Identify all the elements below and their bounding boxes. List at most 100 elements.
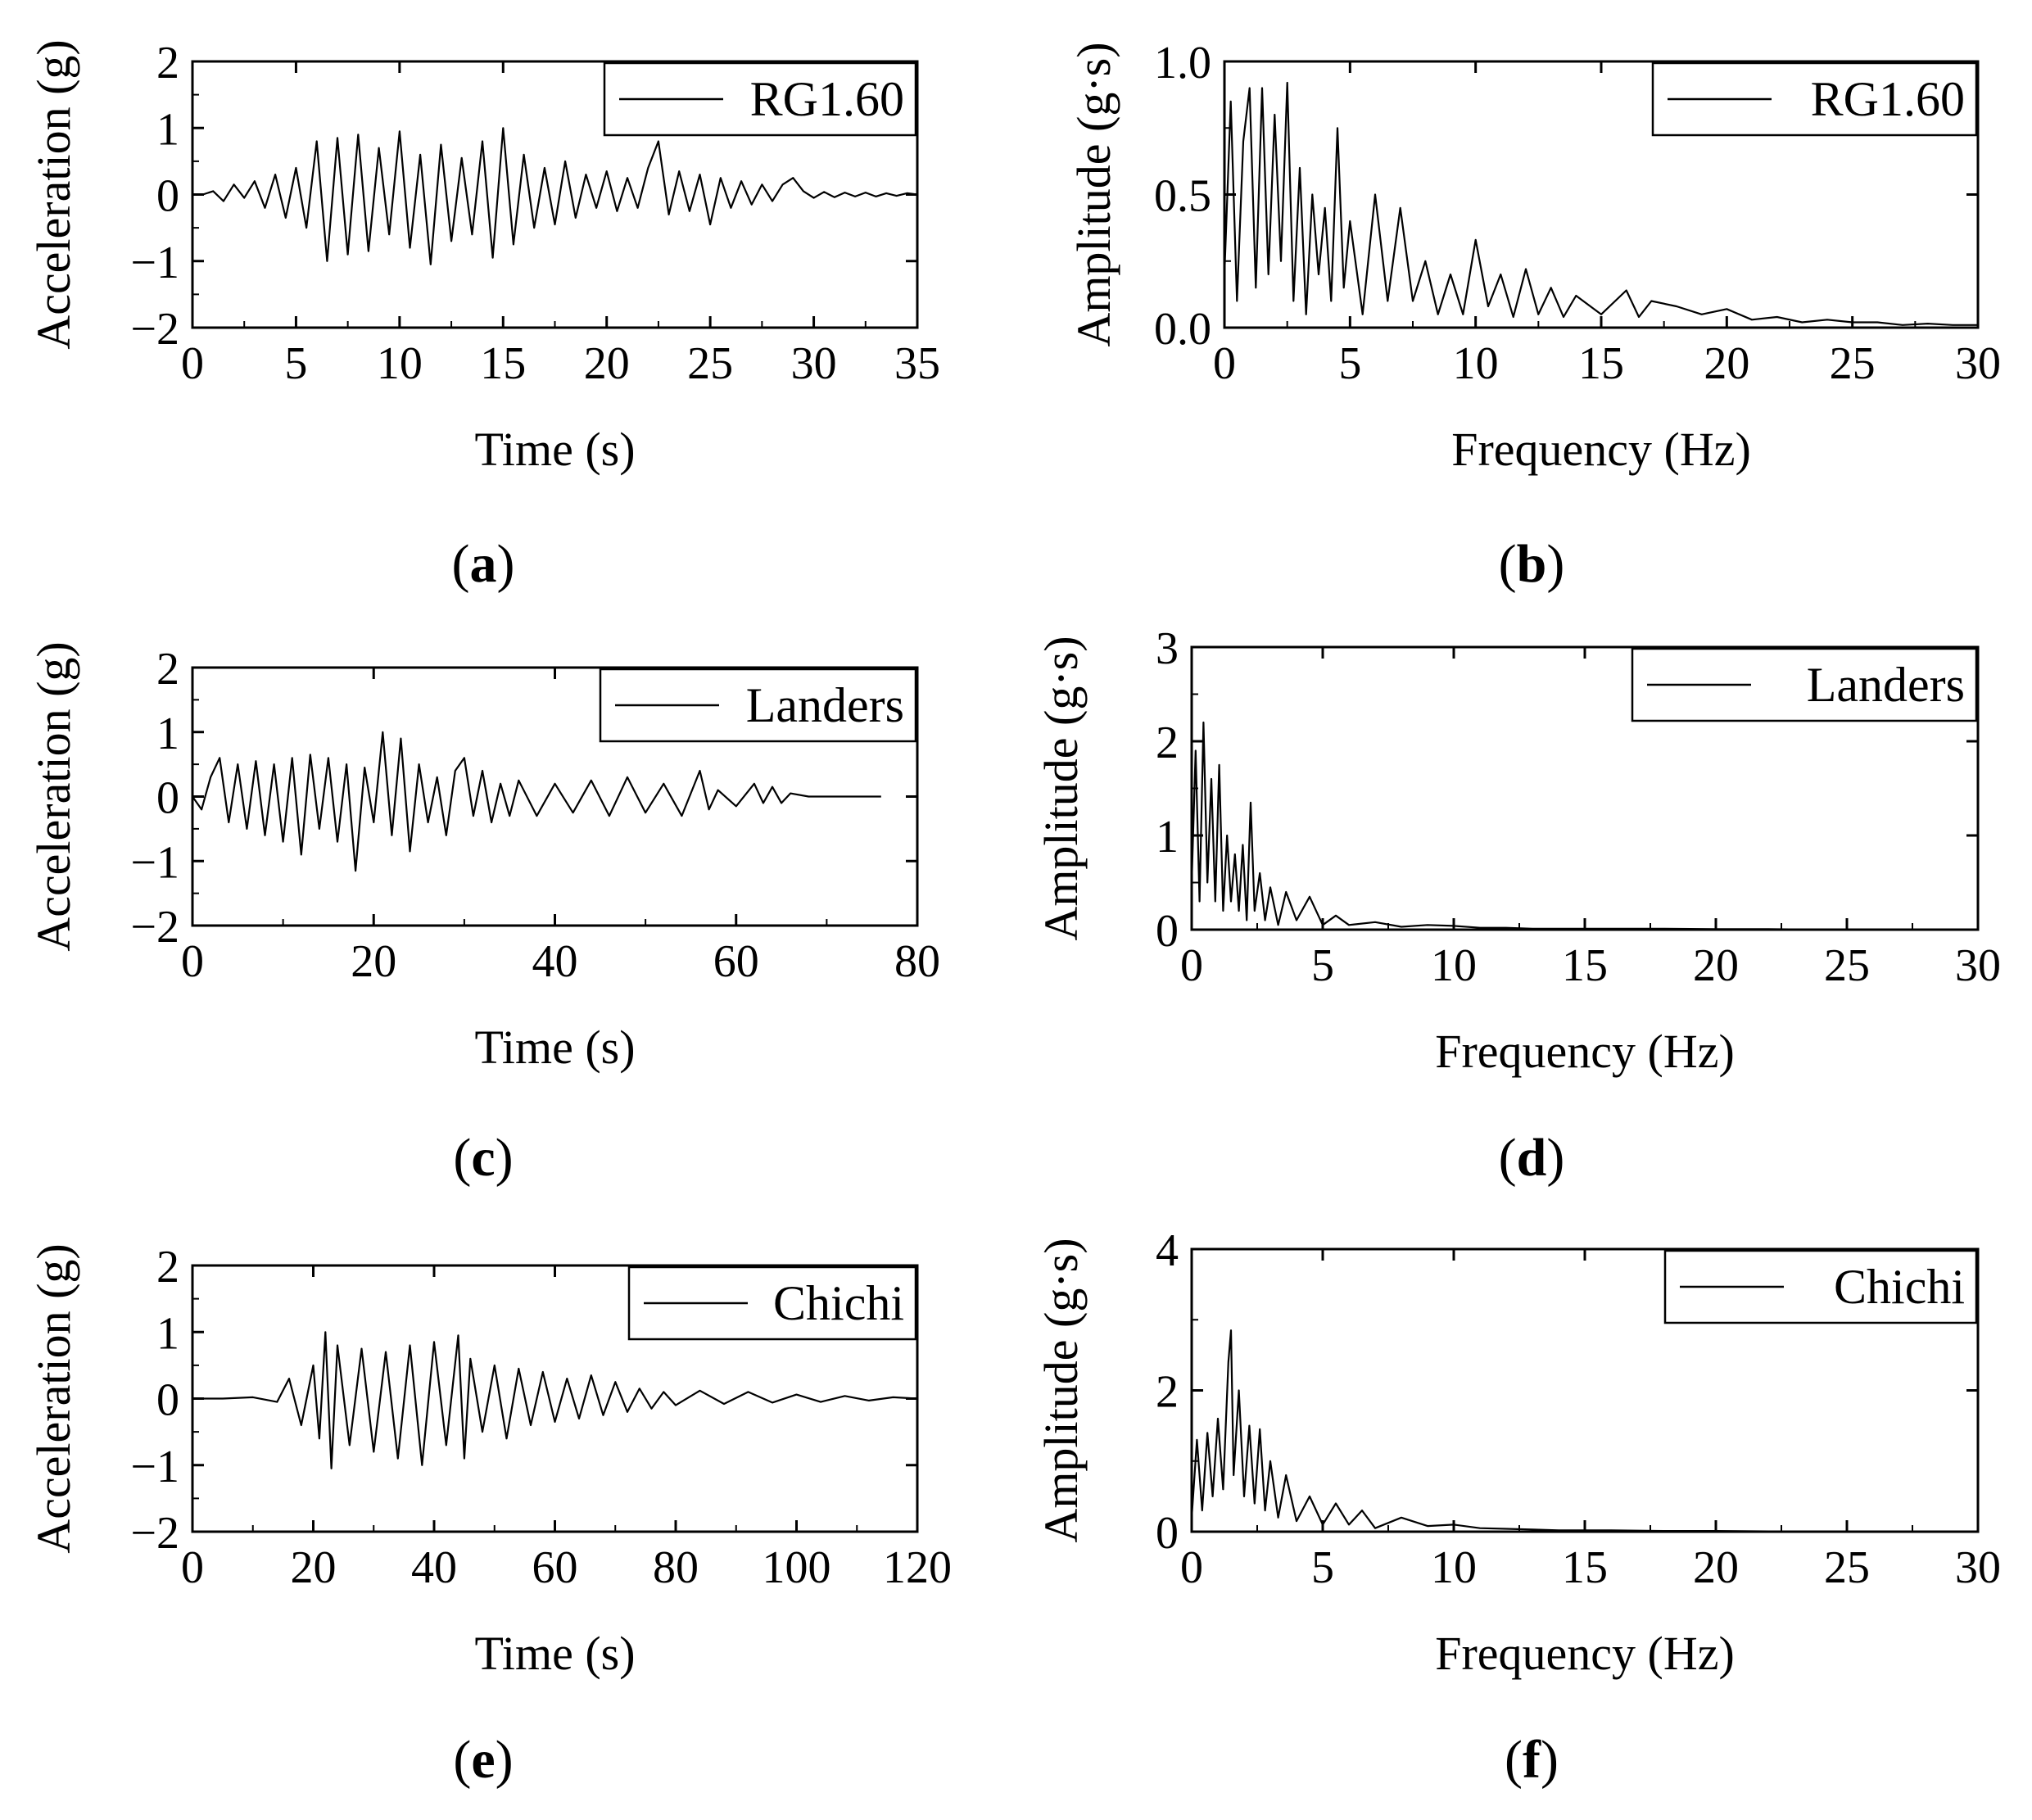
x-tick-label: 0 xyxy=(1180,940,1203,991)
x-tick-label: 15 xyxy=(1578,338,1624,389)
chart-d: 0 5 10 15 20 25 30 0 1 2 3 Frequency (Hz) Amplitude … xyxy=(1034,623,2001,1078)
x-axis-label: Frequency (Hz) xyxy=(1435,1627,1735,1680)
x-tick-label: 5 xyxy=(1311,1542,1334,1593)
legend-label: RG1.60 xyxy=(1811,72,1965,126)
y-tick-label: 1 xyxy=(156,1308,179,1359)
x-tick-label: 10 xyxy=(1431,1542,1477,1593)
y-tick-label: 1.0 xyxy=(1154,38,1211,88)
y-tick-label: 1 xyxy=(156,104,179,155)
x-tick-label: 15 xyxy=(480,338,526,389)
caption-b: (b) xyxy=(1499,534,1565,594)
x-axis-label: Time (s) xyxy=(474,423,635,476)
caption-e: (e) xyxy=(453,1730,513,1790)
x-tick-label: 10 xyxy=(377,338,423,389)
chart-b: 0 5 10 15 20 25 30 0.0 0.5 1.0 Frequency (Hz) Ampli… xyxy=(1067,38,2001,476)
y-tick-label: 2 xyxy=(156,38,179,88)
x-tick-label: 20 xyxy=(1704,338,1749,389)
x-axis-label: Time (s) xyxy=(474,1627,635,1680)
x-axis-label: Time (s) xyxy=(474,1021,635,1074)
x-tick-label: 60 xyxy=(713,936,759,987)
y-tick-label: 4 xyxy=(1156,1225,1179,1276)
legend-label: RG1.60 xyxy=(750,72,904,126)
x-tick-label: 20 xyxy=(1693,940,1739,991)
x-tick-label: 40 xyxy=(532,936,578,987)
x-tick-label: 35 xyxy=(894,338,940,389)
y-tick-label: −1 xyxy=(130,837,179,888)
x-axis-label: Frequency (Hz) xyxy=(1451,423,1751,476)
y-tick-label: 3 xyxy=(1156,623,1179,674)
series-line-Landers xyxy=(1190,721,1978,931)
series-line-RG1.60 xyxy=(202,127,918,265)
x-tick-label: 5 xyxy=(284,338,307,389)
y-axis-label: Amplitude (g·s) xyxy=(1034,636,1088,940)
y-tick-label: −2 xyxy=(130,902,179,953)
x-tick-label: 20 xyxy=(584,338,630,389)
x-tick-label: 30 xyxy=(1955,940,2001,991)
x-tick-label: 30 xyxy=(1955,1542,2001,1593)
y-tick-label: 2 xyxy=(1156,1367,1179,1418)
y-tick-label: 1 xyxy=(1156,812,1179,862)
x-tick-label: 20 xyxy=(1693,1542,1739,1593)
x-tick-label: 20 xyxy=(351,936,396,987)
x-tick-label: 0 xyxy=(1213,338,1236,389)
x-tick-label: 15 xyxy=(1562,1542,1608,1593)
x-tick-label: 0 xyxy=(181,1542,204,1593)
x-tick-label: 5 xyxy=(1338,338,1361,389)
x-tick-label: 25 xyxy=(1830,338,1876,389)
x-tick-label: 25 xyxy=(687,338,733,389)
y-tick-label: 0 xyxy=(156,773,179,824)
x-tick-label: 0 xyxy=(181,338,204,389)
y-tick-label: −1 xyxy=(130,238,179,288)
x-tick-label: 60 xyxy=(532,1542,578,1593)
y-axis-label: Acceleration (g) xyxy=(27,641,80,951)
x-tick-label: 20 xyxy=(291,1542,337,1593)
y-tick-label: 0 xyxy=(156,171,179,222)
y-tick-label: 0.0 xyxy=(1154,304,1211,355)
series-line-RG1.60 xyxy=(1223,81,1978,326)
y-tick-label: −2 xyxy=(130,304,179,355)
y-axis-label: Acceleration (g) xyxy=(27,1243,80,1553)
legend-label: Landers xyxy=(746,678,904,732)
y-tick-label: −2 xyxy=(130,1508,179,1559)
series-line-Landers xyxy=(192,731,881,872)
x-tick-label: 80 xyxy=(653,1542,699,1593)
x-tick-label: 0 xyxy=(181,936,204,987)
chart-f: 0 5 10 15 20 25 30 0 2 4 Frequency (Hz) Amplitude (… xyxy=(1034,1225,2001,1680)
y-tick-label: 2 xyxy=(156,1242,179,1293)
y-axis-label: Acceleration (g) xyxy=(27,39,80,349)
y-tick-label: 0 xyxy=(1156,906,1179,957)
caption-d: (d) xyxy=(1499,1128,1565,1188)
legend-label: Chichi xyxy=(1834,1260,1965,1314)
x-tick-label: 10 xyxy=(1453,338,1499,389)
y-tick-label: 2 xyxy=(156,644,179,695)
caption-f: (f) xyxy=(1505,1730,1559,1790)
x-axis-label: Frequency (Hz) xyxy=(1435,1025,1735,1078)
x-tick-label: 10 xyxy=(1431,940,1477,991)
x-tick-label: 100 xyxy=(763,1542,831,1593)
caption-a: (a) xyxy=(452,534,515,594)
x-tick-label: 80 xyxy=(894,936,940,987)
y-axis-label: Amplitude (g·s) xyxy=(1067,42,1120,346)
x-tick-label: 5 xyxy=(1311,940,1334,991)
x-tick-label: 25 xyxy=(1824,1542,1870,1593)
x-tick-label: 30 xyxy=(1955,338,2001,389)
caption-c: (c) xyxy=(453,1128,513,1188)
x-tick-label: 25 xyxy=(1824,940,1870,991)
y-tick-label: 1 xyxy=(156,709,179,759)
legend-label: Landers xyxy=(1807,658,1965,712)
series-line-Chichi xyxy=(192,1331,918,1469)
y-tick-label: 0 xyxy=(1156,1508,1179,1559)
y-tick-label: 2 xyxy=(1156,718,1179,768)
x-tick-label: 120 xyxy=(883,1542,952,1593)
y-tick-label: 0.5 xyxy=(1154,171,1211,222)
x-tick-label: 30 xyxy=(791,338,837,389)
legend-label: Chichi xyxy=(773,1276,904,1330)
x-tick-label: 40 xyxy=(411,1542,457,1593)
x-tick-label: 15 xyxy=(1562,940,1608,991)
series-line-Chichi xyxy=(1190,1329,1978,1533)
